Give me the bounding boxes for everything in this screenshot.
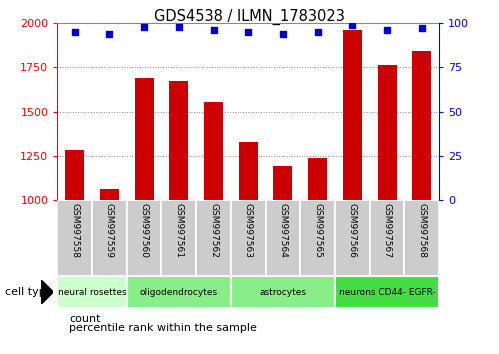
Bar [335,200,370,276]
Bar [370,200,404,276]
Bar [204,102,223,200]
Bar [335,276,439,308]
Text: count: count [69,314,101,324]
Point [244,29,252,35]
Bar [127,276,231,308]
Bar [231,276,335,308]
Text: GSM997560: GSM997560 [140,203,149,258]
Text: GSM997567: GSM997567 [383,203,392,258]
Bar [404,200,439,276]
Text: GSM997562: GSM997562 [209,203,218,258]
Bar [57,200,92,276]
Text: GSM997558: GSM997558 [70,203,79,258]
Text: GSM997565: GSM997565 [313,203,322,258]
Bar [412,51,431,200]
Text: neural rosettes: neural rosettes [58,287,126,297]
Bar [57,276,127,308]
Bar [343,30,362,200]
Bar [308,159,327,200]
Text: GSM997564: GSM997564 [278,203,287,258]
Bar [231,200,265,276]
Point [105,31,113,36]
Point [314,29,322,35]
Bar [196,200,231,276]
Text: GSM997559: GSM997559 [105,203,114,258]
Text: neurons CD44- EGFR-: neurons CD44- EGFR- [339,287,436,297]
Text: cell type: cell type [5,287,52,297]
Point [140,24,148,29]
Bar [273,166,292,200]
Bar [100,189,119,200]
Point [279,31,287,36]
Point [348,22,356,28]
Text: percentile rank within the sample: percentile rank within the sample [69,323,257,333]
Bar [169,81,189,200]
Text: oligodendrocytes: oligodendrocytes [140,287,218,297]
Text: GSM997568: GSM997568 [417,203,426,258]
Bar [92,200,127,276]
Point [210,27,218,33]
Bar [135,78,154,200]
Bar [378,65,397,200]
Text: GSM997561: GSM997561 [174,203,183,258]
Point [175,24,183,29]
Bar [65,149,84,200]
Point [71,29,79,35]
Bar [127,200,162,276]
Point [383,27,391,33]
Bar [162,200,196,276]
Text: GSM997566: GSM997566 [348,203,357,258]
Bar [239,142,258,200]
Bar [265,200,300,276]
Text: astrocytes: astrocytes [259,287,306,297]
Polygon shape [41,280,53,304]
Bar [300,200,335,276]
Text: GDS4538 / ILMN_1783023: GDS4538 / ILMN_1783023 [154,9,345,25]
Text: GSM997563: GSM997563 [244,203,253,258]
Point [418,25,426,31]
